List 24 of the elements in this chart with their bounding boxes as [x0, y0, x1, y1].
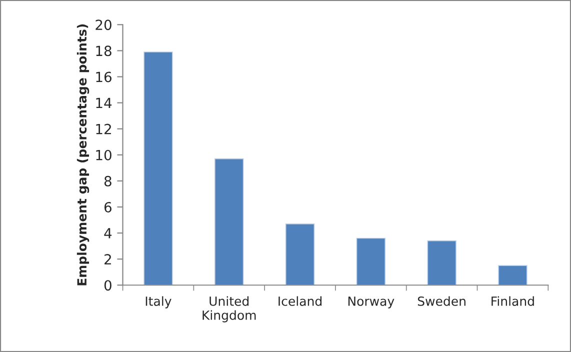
y-tick-label: 16	[96, 72, 112, 82]
y-tick-label: 10	[96, 150, 112, 160]
y-tick-label: 0	[104, 280, 112, 291]
y-tick-label: 14	[96, 98, 112, 108]
y-tick-label: 6	[104, 202, 112, 212]
x-tick-label: Finland	[492, 296, 534, 306]
bar	[498, 265, 528, 286]
bar	[285, 223, 315, 286]
bar	[144, 52, 173, 286]
x-tick-label: Norway	[348, 296, 394, 308]
x-tick-label: Italy	[146, 296, 172, 308]
y-axis-title: Employment gap (percentage points)	[76, 24, 90, 286]
y-tick-label: 8	[104, 176, 112, 186]
y-tick-label: 12	[96, 124, 111, 134]
bar	[214, 158, 244, 286]
y-tick-label: 4	[104, 228, 112, 238]
bar	[356, 238, 386, 286]
y-tick-label: 2	[104, 254, 111, 264]
x-tick-label: Iceland	[278, 296, 322, 306]
x-tick-label: Sweden	[418, 296, 466, 306]
x-tick-label: United Kingdom	[202, 296, 256, 322]
bar	[427, 240, 456, 286]
y-tick-label: 18	[96, 46, 112, 56]
y-tick-label: 20	[96, 20, 112, 30]
